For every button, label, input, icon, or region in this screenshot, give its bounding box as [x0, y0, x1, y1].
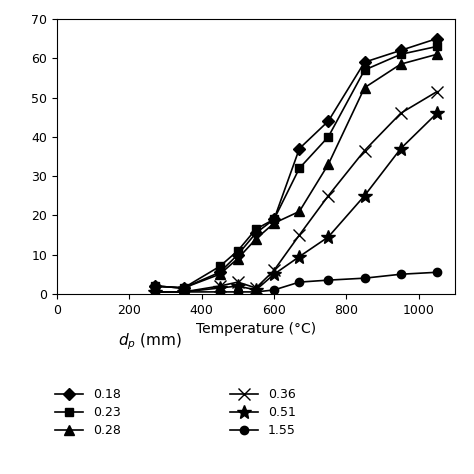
0.36: [253, 285, 259, 291]
0.51: [434, 110, 440, 116]
0.36: [181, 289, 186, 295]
0.36: [217, 283, 223, 289]
0.51: [181, 289, 186, 295]
X-axis label: Temperature (°C): Temperature (°C): [196, 322, 316, 336]
0.51: [326, 234, 331, 240]
Line: 0.36: 0.36: [149, 86, 443, 298]
Text: $d_p$ (mm): $d_p$ (mm): [118, 332, 182, 352]
0.18: [434, 36, 440, 41]
0.18: [398, 47, 403, 53]
Line: 1.55: 1.55: [150, 268, 441, 296]
Line: 0.51: 0.51: [148, 106, 444, 299]
0.36: [362, 148, 367, 154]
0.23: [181, 285, 186, 291]
Line: 0.23: 0.23: [150, 42, 441, 292]
0.18: [326, 118, 331, 124]
0.28: [152, 283, 157, 289]
0.23: [297, 165, 302, 171]
0.51: [235, 283, 241, 289]
0.51: [217, 285, 223, 291]
0.23: [235, 248, 241, 254]
1.55: [217, 289, 223, 295]
1.55: [326, 277, 331, 283]
0.18: [362, 59, 367, 65]
0.51: [362, 193, 367, 199]
0.36: [271, 267, 277, 273]
0.18: [152, 283, 157, 289]
0.28: [326, 162, 331, 167]
1.55: [434, 269, 440, 275]
0.23: [152, 283, 157, 289]
1.55: [152, 289, 157, 295]
0.36: [434, 89, 440, 94]
0.23: [398, 52, 403, 57]
0.28: [297, 209, 302, 214]
0.23: [326, 134, 331, 140]
0.18: [297, 146, 302, 151]
Legend: 0.36, 0.51, 1.55: 0.36, 0.51, 1.55: [230, 388, 296, 437]
0.36: [398, 110, 403, 116]
0.18: [253, 230, 259, 236]
0.18: [271, 217, 277, 222]
0.23: [434, 44, 440, 49]
0.51: [271, 272, 277, 277]
1.55: [297, 279, 302, 285]
0.36: [297, 232, 302, 238]
0.51: [398, 146, 403, 151]
1.55: [362, 275, 367, 281]
0.18: [235, 252, 241, 257]
0.23: [217, 264, 223, 269]
0.51: [152, 289, 157, 295]
0.28: [235, 255, 241, 261]
0.51: [297, 254, 302, 259]
0.36: [152, 289, 157, 295]
0.18: [217, 269, 223, 275]
0.51: [253, 287, 259, 293]
0.28: [217, 272, 223, 277]
Line: 0.18: 0.18: [150, 35, 441, 292]
1.55: [271, 287, 277, 293]
0.23: [253, 226, 259, 232]
0.23: [271, 217, 277, 222]
0.28: [271, 220, 277, 226]
0.18: [181, 285, 186, 291]
1.55: [235, 289, 241, 295]
1.55: [181, 289, 186, 295]
0.36: [235, 279, 241, 285]
0.23: [362, 67, 367, 73]
1.55: [253, 289, 259, 295]
0.28: [398, 61, 403, 67]
0.28: [362, 85, 367, 91]
Line: 0.28: 0.28: [150, 49, 442, 293]
0.36: [326, 193, 331, 199]
1.55: [398, 272, 403, 277]
0.28: [434, 52, 440, 57]
0.28: [181, 285, 186, 291]
0.28: [253, 236, 259, 242]
